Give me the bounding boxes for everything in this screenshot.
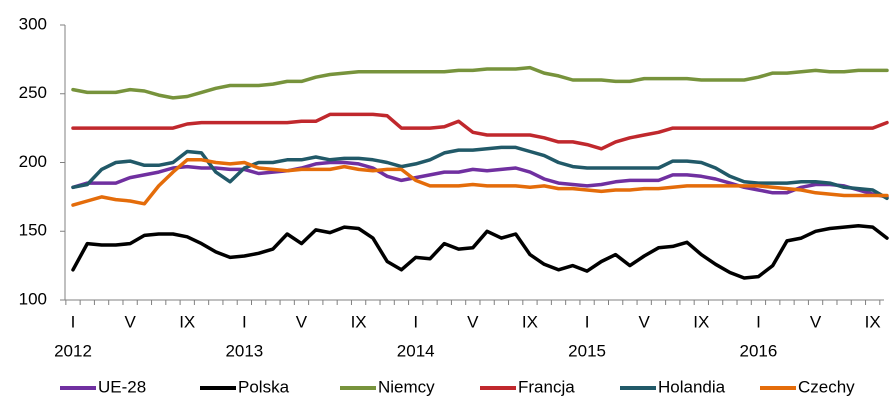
y-tick-label: 150 xyxy=(19,221,47,240)
x-tick-label: I xyxy=(585,312,590,331)
x-tick-label: V xyxy=(810,312,822,331)
legend-label: Niemcy xyxy=(378,377,435,396)
x-tick-label: IX xyxy=(179,312,195,331)
series-line xyxy=(71,112,889,151)
year-label: 2014 xyxy=(397,341,435,360)
legend-label: UE-28 xyxy=(98,377,146,396)
year-label: 2013 xyxy=(225,341,263,360)
x-tick-label: V xyxy=(467,312,479,331)
x-tick-label: I xyxy=(756,312,761,331)
y-tick-label: 200 xyxy=(19,152,47,171)
year-label: 2012 xyxy=(54,341,92,360)
year-label: 2016 xyxy=(740,341,778,360)
legend-label: Holandia xyxy=(658,377,726,396)
year-label: 2015 xyxy=(568,341,606,360)
plot-area xyxy=(71,65,889,280)
x-tick-label: V xyxy=(296,312,308,331)
x-tick-label: V xyxy=(639,312,651,331)
series-line xyxy=(71,160,889,199)
x-tick-label: IX xyxy=(351,312,367,331)
x-tick-label: IX xyxy=(693,312,709,331)
x-tick-label: I xyxy=(242,312,247,331)
x-tick-label: I xyxy=(71,312,76,331)
y-tick-label: 250 xyxy=(19,83,47,102)
series-line xyxy=(71,65,889,100)
y-tick-label: 100 xyxy=(19,289,47,308)
x-tick-label: V xyxy=(124,312,136,331)
legend-label: Francja xyxy=(518,377,575,396)
legend-label: Czechy xyxy=(798,377,855,396)
x-tick-label: I xyxy=(413,312,418,331)
series-line xyxy=(71,224,889,280)
x-tick-label: IX xyxy=(865,312,881,331)
series-line xyxy=(71,158,889,207)
y-tick-label: 300 xyxy=(19,14,47,33)
x-tick-label: IX xyxy=(522,312,538,331)
legend-label: Polska xyxy=(238,377,290,396)
